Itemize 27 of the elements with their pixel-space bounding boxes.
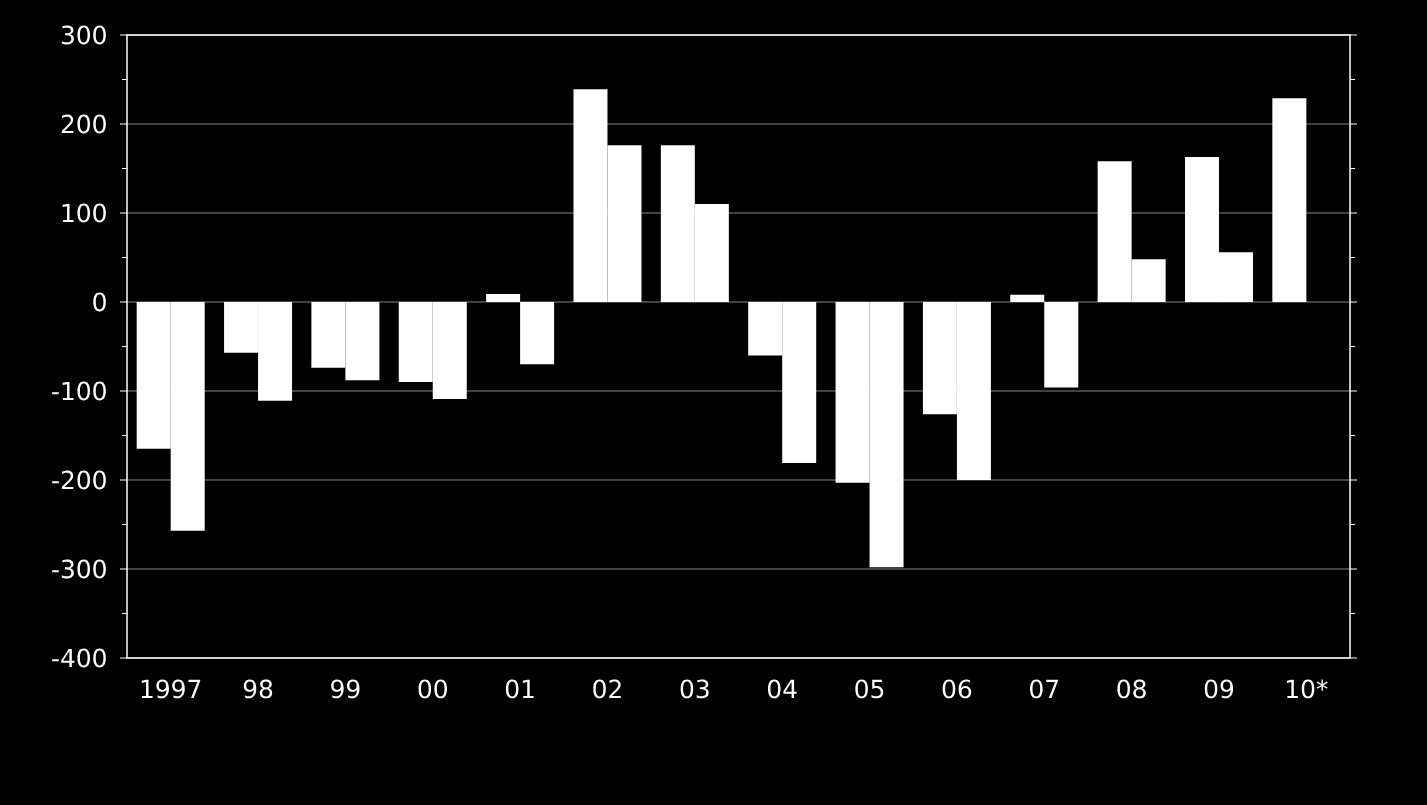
x-tick-label: 03 bbox=[680, 679, 709, 699]
bar bbox=[520, 301, 555, 365]
x-tick-label: 99 bbox=[331, 679, 360, 699]
x-tick-label: 07 bbox=[1030, 679, 1058, 699]
x-tick-label: 01 bbox=[505, 679, 534, 699]
x-tick-label: 06 bbox=[942, 679, 972, 699]
y-tick-label: 300 bbox=[61, 25, 106, 45]
y-tick-label: 200 bbox=[61, 114, 106, 134]
bar bbox=[1010, 294, 1045, 302]
x-tick-label: 09 bbox=[1204, 679, 1234, 699]
x-tick-label: 08 bbox=[1117, 679, 1146, 699]
bar bbox=[1272, 98, 1307, 302]
y-tick-label: -100 bbox=[52, 381, 106, 401]
bar bbox=[1044, 301, 1079, 388]
y-tick-label: -400 bbox=[52, 648, 106, 668]
y-tick-label: -300 bbox=[52, 559, 106, 579]
x-tick-label: 10* bbox=[1287, 679, 1328, 699]
y-tick-label: 100 bbox=[62, 203, 106, 223]
x-tick-label: 02 bbox=[593, 679, 621, 699]
x-tick-label: 05 bbox=[855, 679, 884, 699]
x-tick-label: 98 bbox=[243, 679, 273, 699]
y-tick-label: -200 bbox=[52, 470, 106, 490]
x-tick-label: 04 bbox=[767, 679, 797, 699]
y-tick-label: 0 bbox=[93, 292, 106, 312]
x-tick-label: 00 bbox=[418, 679, 447, 699]
x-tick-label: 1997 bbox=[141, 679, 201, 699]
bar bbox=[486, 293, 521, 302]
